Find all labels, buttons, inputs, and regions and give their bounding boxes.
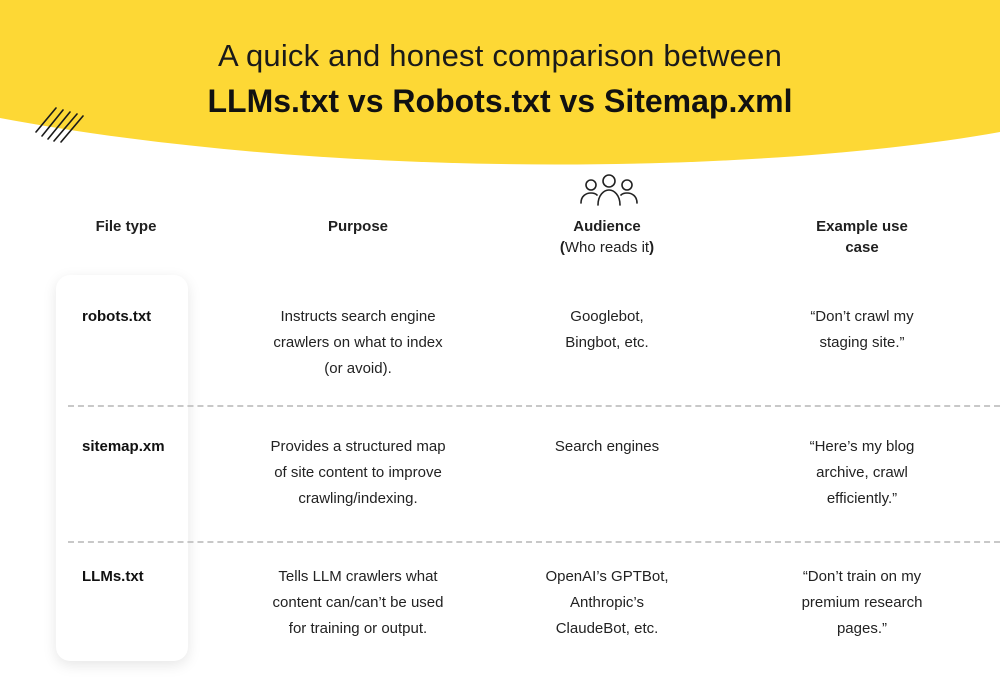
row-llms-file: LLMs.txt [82, 568, 144, 585]
example-header-line-2: case [845, 239, 879, 256]
row-llms-example: “Don’t train on my premium research pages.… [801, 568, 923, 637]
row-sitemap-audience: Search engines [554, 438, 660, 455]
row-robots-purpose: Instructs search engine crawlers on what … [273, 308, 443, 377]
header-banner [0, 0, 1000, 170]
row-robots-audience: Googlebot, Bingbot, etc. [565, 308, 649, 351]
row-sitemap-example: “Here’s my blog archive, crawl efficiently… [809, 438, 915, 507]
hatch-lines-icon [34, 104, 86, 149]
title-line-1: A quick and honest comparison between [217, 38, 783, 73]
row-robots-example: “Don’t crawl my staging site.” [810, 308, 914, 351]
column-header-audience: Audience (Who reads it) [507, 216, 707, 258]
file-type-card [56, 275, 188, 661]
column-header-purpose: Purpose [327, 218, 388, 235]
row-divider [68, 541, 1000, 543]
column-header-file-type: File type [95, 218, 157, 235]
row-sitemap-file: sitemap.xm [82, 438, 165, 455]
audience-header-sub: (Who reads it) [559, 239, 655, 256]
example-header-line-1: Example use [816, 218, 908, 235]
column-header-example: Example use case [762, 216, 962, 258]
audience-header-label: Audience [573, 218, 641, 235]
header-title: A quick and honest comparison between LL… [0, 38, 1000, 120]
row-llms-purpose: Tells LLM crawlers what content can/can’t… [272, 568, 444, 637]
row-robots-file: robots.txt [82, 308, 152, 325]
title-line-2: LLMs.txt vs Robots.txt vs Sitemap.xml [207, 83, 793, 119]
row-llms-audience: OpenAI’s GPTBot, Anthropic’s ClaudeBot, et… [545, 568, 669, 637]
row-sitemap-purpose: Provides a structured map of site content… [270, 438, 446, 507]
row-divider [68, 405, 1000, 407]
people-group-icon [578, 172, 640, 213]
